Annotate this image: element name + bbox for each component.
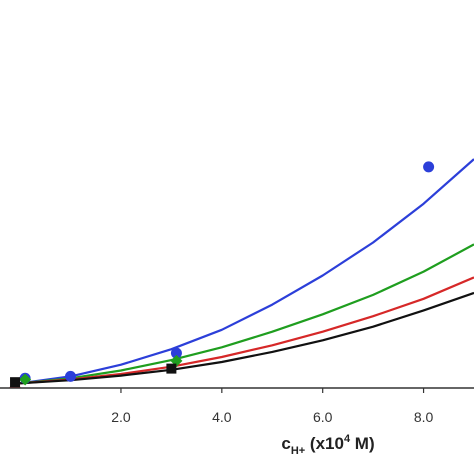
series-2-data-point xyxy=(19,373,32,386)
x-tick-label: 4.0 xyxy=(212,409,232,425)
x-axis-ticks: 2.0 4.0 6.0 8.0 xyxy=(111,388,434,425)
x-tick-label: 8.0 xyxy=(414,409,434,425)
x-tick-label: 6.0 xyxy=(313,409,333,425)
x-tick-label: 2.0 xyxy=(111,409,131,425)
series-4-data-point xyxy=(166,363,177,374)
series-2-fit-line xyxy=(19,243,474,385)
series-4-data-point xyxy=(10,377,21,388)
series-1-data-point xyxy=(170,347,182,359)
series-1-fit-line xyxy=(19,158,474,385)
x-axis-title-middle: (x10 xyxy=(305,434,344,453)
series-1-data-point xyxy=(65,370,77,382)
x-axis-title-subscript: H+ xyxy=(291,445,305,457)
x-axis-title: cH+ (x104 M) xyxy=(281,433,374,457)
x-axis-title-suffix: M) xyxy=(350,434,375,453)
series-4-fit-line xyxy=(20,291,474,385)
series-1-data-point xyxy=(423,161,435,173)
plot-area xyxy=(9,158,474,389)
series-3-fit-line xyxy=(20,276,474,385)
x-axis-title-superscript: 4 xyxy=(344,433,351,445)
x-axis-title-prefix: c xyxy=(281,434,290,453)
